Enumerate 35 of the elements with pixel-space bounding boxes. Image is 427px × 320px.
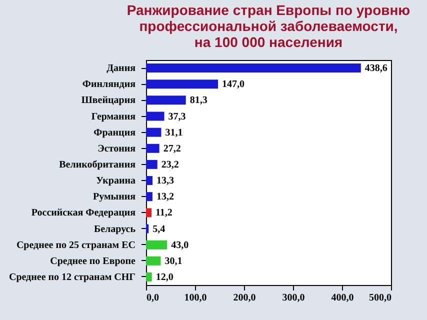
x-tick-label: 0,0 — [146, 292, 159, 304]
y-tick-label: Франция — [94, 127, 136, 138]
y-tick-label: Беларусь — [94, 224, 136, 235]
y-tick-label: Эстония — [98, 143, 136, 154]
x-tick-label: 300,0 — [282, 292, 305, 304]
data-label: 31,1 — [165, 127, 183, 138]
y-tick-label: Румыния — [92, 192, 136, 203]
data-label: 30,1 — [164, 256, 182, 267]
data-label: 438,6 — [364, 63, 388, 74]
y-tick-label: Германия — [91, 111, 136, 122]
y-tick-label: Швейцария — [81, 95, 136, 106]
y-tick-label: Украина — [96, 176, 136, 187]
data-label: 11,2 — [155, 208, 172, 219]
x-tick-label: 400,0 — [331, 292, 354, 304]
data-label: 37,3 — [168, 111, 186, 122]
y-tick-label: Финляндия — [82, 79, 136, 90]
x-tick-label: 100,0 — [184, 292, 207, 304]
y-tick-label: Среднее по 25 странам ЕС — [16, 240, 136, 251]
data-label: 81,3 — [190, 95, 208, 106]
x-tick-label: 500,0 — [369, 292, 392, 304]
y-tick-label: Дания — [106, 63, 136, 74]
y-tick-label: Российская Федерация — [31, 208, 136, 219]
data-label: 12,0 — [156, 272, 174, 283]
data-label: 27,2 — [163, 143, 181, 154]
y-tick-label: Среднее по Европе — [50, 256, 136, 267]
data-label: 13,3 — [156, 176, 174, 187]
y-tick-label: Среднее по 12 странам СНГ — [8, 272, 136, 283]
y-tick-label: Великобритания — [59, 159, 136, 170]
data-label: 13,2 — [156, 192, 174, 203]
x-tick-label: 200,0 — [233, 292, 256, 304]
data-label: 147,0 — [222, 79, 245, 90]
data-label: 23,2 — [161, 159, 179, 170]
chart-title: Ранжирование стран Европы по уровню профессиональной заболеваемости, на 100 000 населения — [126, 2, 410, 50]
data-label: 43,0 — [171, 240, 189, 251]
data-label: 5,4 — [152, 224, 166, 235]
